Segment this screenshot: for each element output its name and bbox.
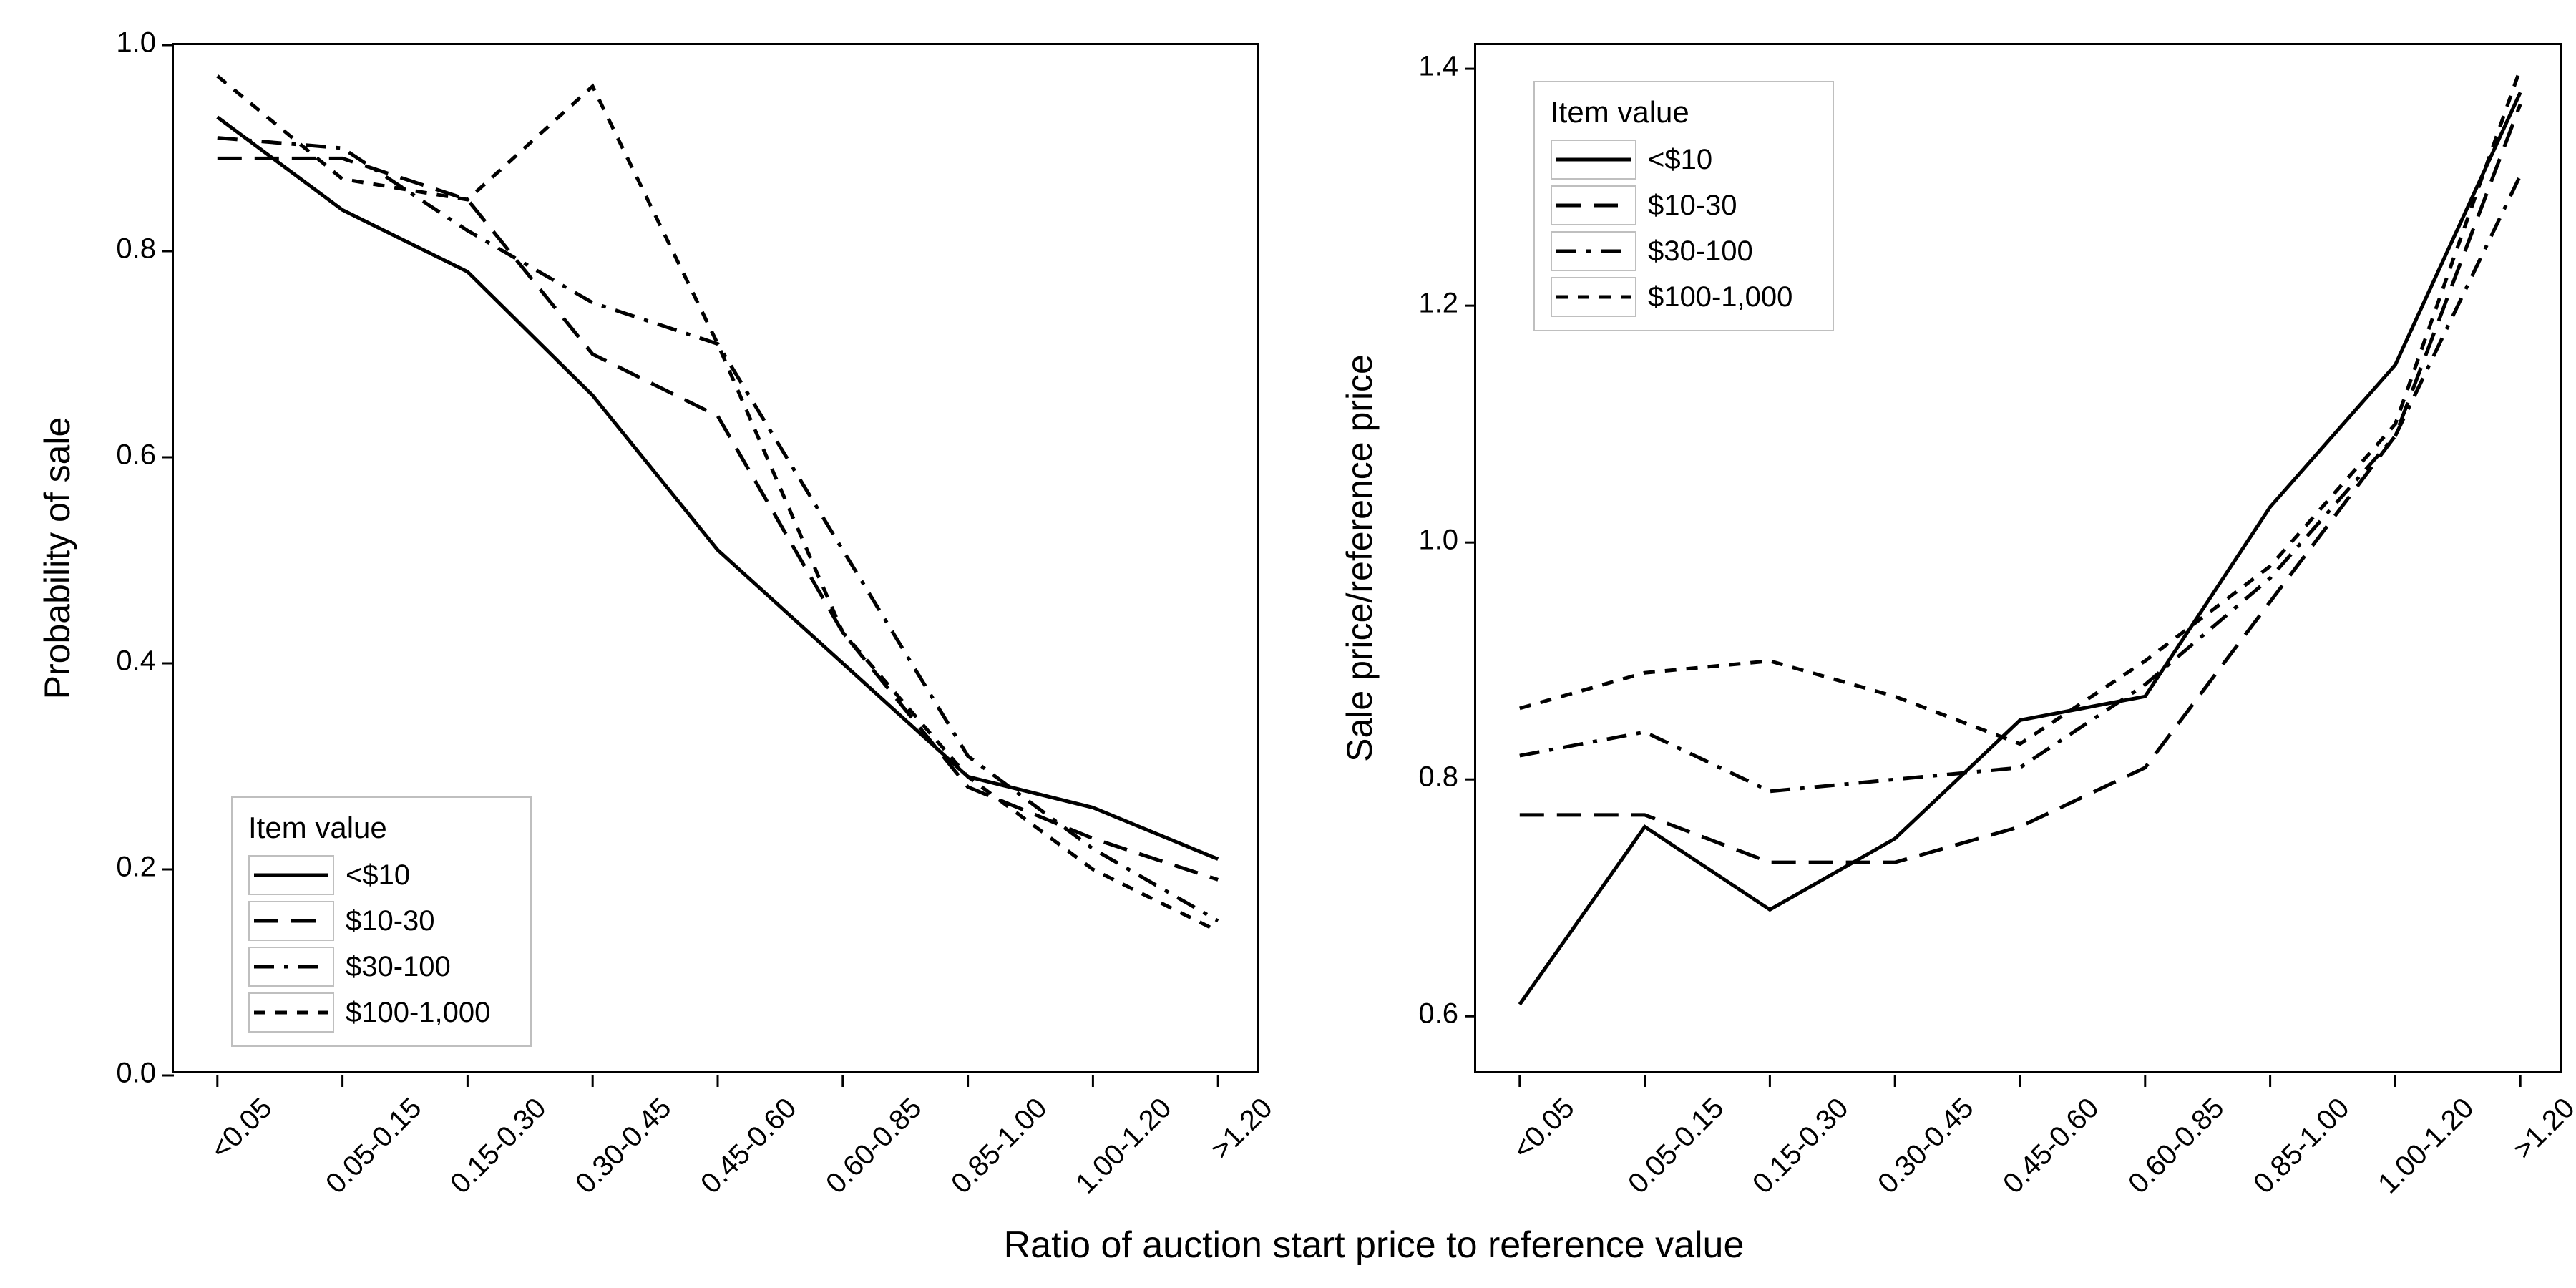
legend-item: $30-100 xyxy=(248,944,514,990)
legend-swatch xyxy=(248,855,334,895)
x-tick-label: 1.00-1.20 xyxy=(2372,1092,2480,1200)
y-tick-label: 0.8 xyxy=(1387,761,1458,794)
y-tick-label: 1.0 xyxy=(84,27,156,59)
series-line xyxy=(218,158,1218,879)
x-tick-label: 0.85-1.00 xyxy=(2248,1092,2356,1200)
x-axis-title: Ratio of auction start price to referenc… xyxy=(1004,1224,1745,1267)
left-panel: Item value <$10 $10-30 $30-100 $100-1,000 xyxy=(172,43,1259,1073)
y-tick-label: 0.6 xyxy=(1387,998,1458,1030)
x-tick-label: <0.05 xyxy=(205,1092,278,1166)
legend-title: Item value xyxy=(1551,95,1817,130)
legend-label: <$10 xyxy=(346,859,410,892)
legend-left: Item value <$10 $10-30 $30-100 $100-1,000 xyxy=(231,796,532,1047)
x-tick-label: 0.15-0.30 xyxy=(1747,1092,1855,1200)
x-tick-label: 1.00-1.20 xyxy=(1070,1092,1178,1200)
y-tick-label: 0.2 xyxy=(84,852,156,884)
x-tick-label: 0.45-0.60 xyxy=(695,1092,803,1200)
y-tick-label: 1.4 xyxy=(1387,51,1458,83)
legend-label: $100-1,000 xyxy=(1648,281,1792,313)
right-y-axis-title: Sale price/reference price xyxy=(1339,354,1380,762)
legend-item: $10-30 xyxy=(1551,182,1817,228)
x-tick-label: >1.20 xyxy=(2507,1092,2576,1166)
y-tick-label: 1.0 xyxy=(1387,525,1458,557)
x-tick-label: 0.60-0.85 xyxy=(2122,1092,2230,1200)
left-y-axis-title: Probability of sale xyxy=(36,417,78,700)
x-tick-label: 0.45-0.60 xyxy=(1997,1092,2105,1200)
legend-swatch xyxy=(1551,231,1636,271)
legend-title: Item value xyxy=(248,811,514,845)
legend-label: $100-1,000 xyxy=(346,997,490,1029)
legend-label: $10-30 xyxy=(1648,190,1737,222)
x-tick-label: 0.30-0.45 xyxy=(1872,1092,1980,1200)
x-tick-label: 0.15-0.30 xyxy=(444,1092,552,1200)
x-tick-label: 0.60-0.85 xyxy=(820,1092,928,1200)
legend-swatch xyxy=(1551,140,1636,180)
x-tick-label: 0.05-0.15 xyxy=(1622,1092,1730,1200)
y-tick-label: 1.2 xyxy=(1387,288,1458,320)
y-tick-label: 0.4 xyxy=(84,645,156,678)
legend-item: $10-30 xyxy=(248,898,514,944)
x-tick-label: 0.30-0.45 xyxy=(570,1092,678,1200)
legend-swatch xyxy=(248,992,334,1033)
legend-swatch xyxy=(248,901,334,941)
legend-label: $30-100 xyxy=(346,951,451,983)
right-panel: Item value <$10 $10-30 $30-100 $100-1,000 xyxy=(1474,43,2562,1073)
x-tick-label: 0.85-1.00 xyxy=(945,1092,1053,1200)
legend-item: $100-1,000 xyxy=(1551,274,1817,320)
figure-root: Item value <$10 $10-30 $30-100 $100-1,000 0.… xyxy=(0,0,2576,1288)
legend-item: <$10 xyxy=(248,852,514,898)
x-tick-label: 0.05-0.15 xyxy=(320,1092,428,1200)
legend-swatch xyxy=(248,947,334,987)
legend-item: $100-1,000 xyxy=(248,990,514,1035)
legend-right: Item value <$10 $10-30 $30-100 $100-1,000 xyxy=(1533,81,1834,331)
x-tick-label: >1.20 xyxy=(1205,1092,1279,1166)
legend-item: $30-100 xyxy=(1551,228,1817,274)
y-tick-label: 0.6 xyxy=(84,439,156,472)
y-tick-label: 0.0 xyxy=(84,1058,156,1090)
legend-swatch xyxy=(1551,277,1636,317)
legend-label: $30-100 xyxy=(1648,235,1753,268)
y-tick-label: 0.8 xyxy=(84,233,156,265)
series-line xyxy=(218,117,1218,859)
legend-item: <$10 xyxy=(1551,137,1817,182)
legend-label: $10-30 xyxy=(346,905,435,937)
legend-swatch xyxy=(1551,185,1636,225)
x-tick-label: <0.05 xyxy=(1507,1092,1581,1166)
legend-label: <$10 xyxy=(1648,144,1712,176)
